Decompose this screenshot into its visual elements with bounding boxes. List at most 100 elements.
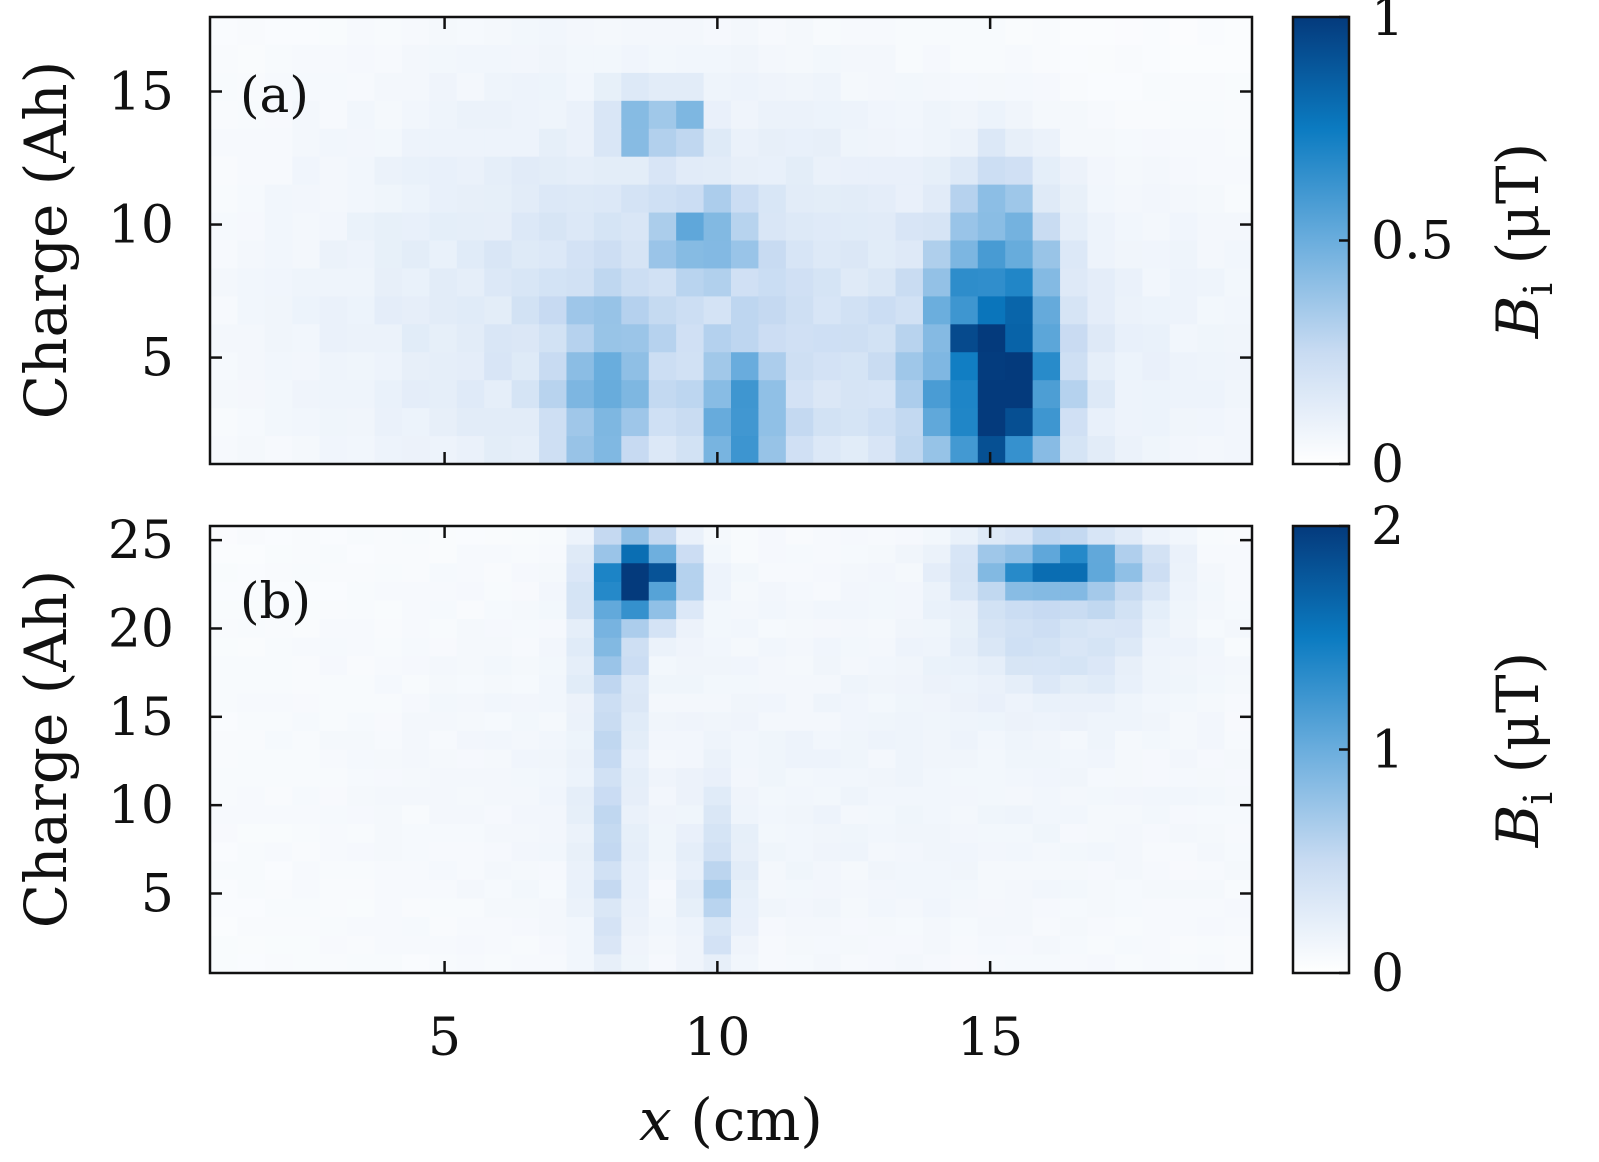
heatmap-cell [237, 240, 266, 270]
heatmap-cell [950, 581, 979, 602]
heatmap-cell [484, 675, 513, 695]
heatmap-cell [374, 712, 403, 732]
heatmap-cell [1224, 44, 1253, 74]
y-tick-label: 5 [141, 329, 174, 389]
heatmap-cell [1032, 935, 1061, 955]
heatmap-cell [374, 675, 403, 695]
heatmap-cell [1142, 17, 1171, 46]
heatmap-cell [648, 842, 677, 862]
heatmap-cell [758, 693, 787, 713]
heatmap-cell [1224, 749, 1253, 769]
heatmap-cell [539, 581, 568, 602]
heatmap-cell [1169, 17, 1198, 46]
heatmap-cell [319, 184, 348, 214]
heatmap-cell [1142, 128, 1171, 158]
heatmap-cell [237, 786, 266, 806]
heatmap-cell [648, 675, 677, 695]
heatmap-cell [1114, 637, 1143, 657]
heatmap-cell [840, 842, 869, 862]
heatmap-cell [1169, 380, 1198, 409]
heatmap-cell [950, 768, 979, 788]
heatmap-cell [593, 212, 622, 242]
heatmap-cell [401, 156, 430, 186]
heatmap-cell [950, 656, 979, 676]
heatmap-cell [511, 805, 540, 825]
heatmap-cell [401, 72, 430, 102]
heatmap-cell [703, 786, 732, 806]
heatmap-cell [1032, 436, 1061, 465]
heatmap-cell [621, 786, 650, 806]
heatmap-cell [868, 17, 897, 46]
heatmap-cell [264, 693, 293, 713]
heatmap-cell [1060, 100, 1089, 130]
heatmap-cell [1142, 526, 1171, 546]
heatmap-cell [539, 268, 568, 297]
heatmap-cell [785, 786, 814, 806]
heatmap-cell [703, 600, 732, 620]
heatmap-cell [1224, 768, 1253, 788]
heatmap-cell [484, 296, 513, 325]
heatmap-cell [511, 879, 540, 900]
heatmap-cell [703, 656, 732, 676]
heatmap-cell [1087, 581, 1116, 602]
heatmap-cell [621, 436, 650, 465]
heatmap-cell [676, 100, 705, 130]
heatmap-cell [319, 72, 348, 102]
heatmap-cell [429, 935, 458, 955]
heatmap-cell [731, 184, 760, 214]
heatmap-cell [703, 296, 732, 325]
heatmap-cell [977, 600, 1006, 620]
heatmap-cell [374, 156, 403, 186]
heatmap-cell [456, 526, 485, 546]
heatmap-cell [1197, 436, 1226, 465]
heatmap-cell [922, 675, 951, 695]
heatmap-cell [758, 861, 787, 881]
y-tick-label: 20 [108, 599, 174, 659]
heatmap-cell [621, 730, 650, 751]
heatmap-cell [676, 563, 705, 583]
heatmap-cell [347, 268, 376, 297]
heatmap-cell [977, 212, 1006, 242]
heatmap-cell [511, 581, 540, 602]
heatmap-cell [1005, 544, 1034, 564]
heatmap-cell [429, 861, 458, 881]
heatmap-cell [1224, 212, 1253, 242]
heatmap-b-cells [210, 526, 1253, 974]
heatmap-cell [292, 917, 321, 937]
heatmap-cell [210, 544, 239, 564]
heatmap-cell [347, 352, 376, 381]
heatmap-cell [1114, 324, 1143, 353]
heatmap-cell [401, 693, 430, 713]
heatmap-cell [374, 805, 403, 825]
heatmap-cell [264, 954, 293, 974]
heatmap-cell [1114, 656, 1143, 676]
heatmap-cell [539, 44, 568, 74]
heatmap-cell [264, 600, 293, 620]
heatmap-cell [347, 712, 376, 732]
heatmap-cell [895, 268, 924, 297]
heatmap-cell [676, 581, 705, 602]
heatmap-cell [566, 805, 595, 825]
heatmap-cell [703, 879, 732, 900]
heatmap-cell [676, 600, 705, 620]
heatmap-cell [1060, 408, 1089, 437]
heatmap-cell [566, 842, 595, 862]
heatmap-cell [868, 436, 897, 465]
heatmap-cell [840, 128, 869, 158]
heatmap-cell [374, 619, 403, 639]
heatmap-cell [868, 637, 897, 657]
heatmap-cell [237, 17, 266, 46]
heatmap-cell [456, 600, 485, 620]
heatmap-cell [977, 693, 1006, 713]
heatmap-cell [292, 730, 321, 751]
heatmap-cell [1169, 352, 1198, 381]
heatmap-cell [1224, 324, 1253, 353]
heatmap-cell [237, 408, 266, 437]
heatmap-cell [264, 44, 293, 74]
heatmap-cell [264, 768, 293, 788]
heatmap-cell [621, 675, 650, 695]
heatmap-cell [648, 749, 677, 769]
heatmap-cell [840, 637, 869, 657]
heatmap-cell [977, 296, 1006, 325]
heatmap-cell [676, 749, 705, 769]
